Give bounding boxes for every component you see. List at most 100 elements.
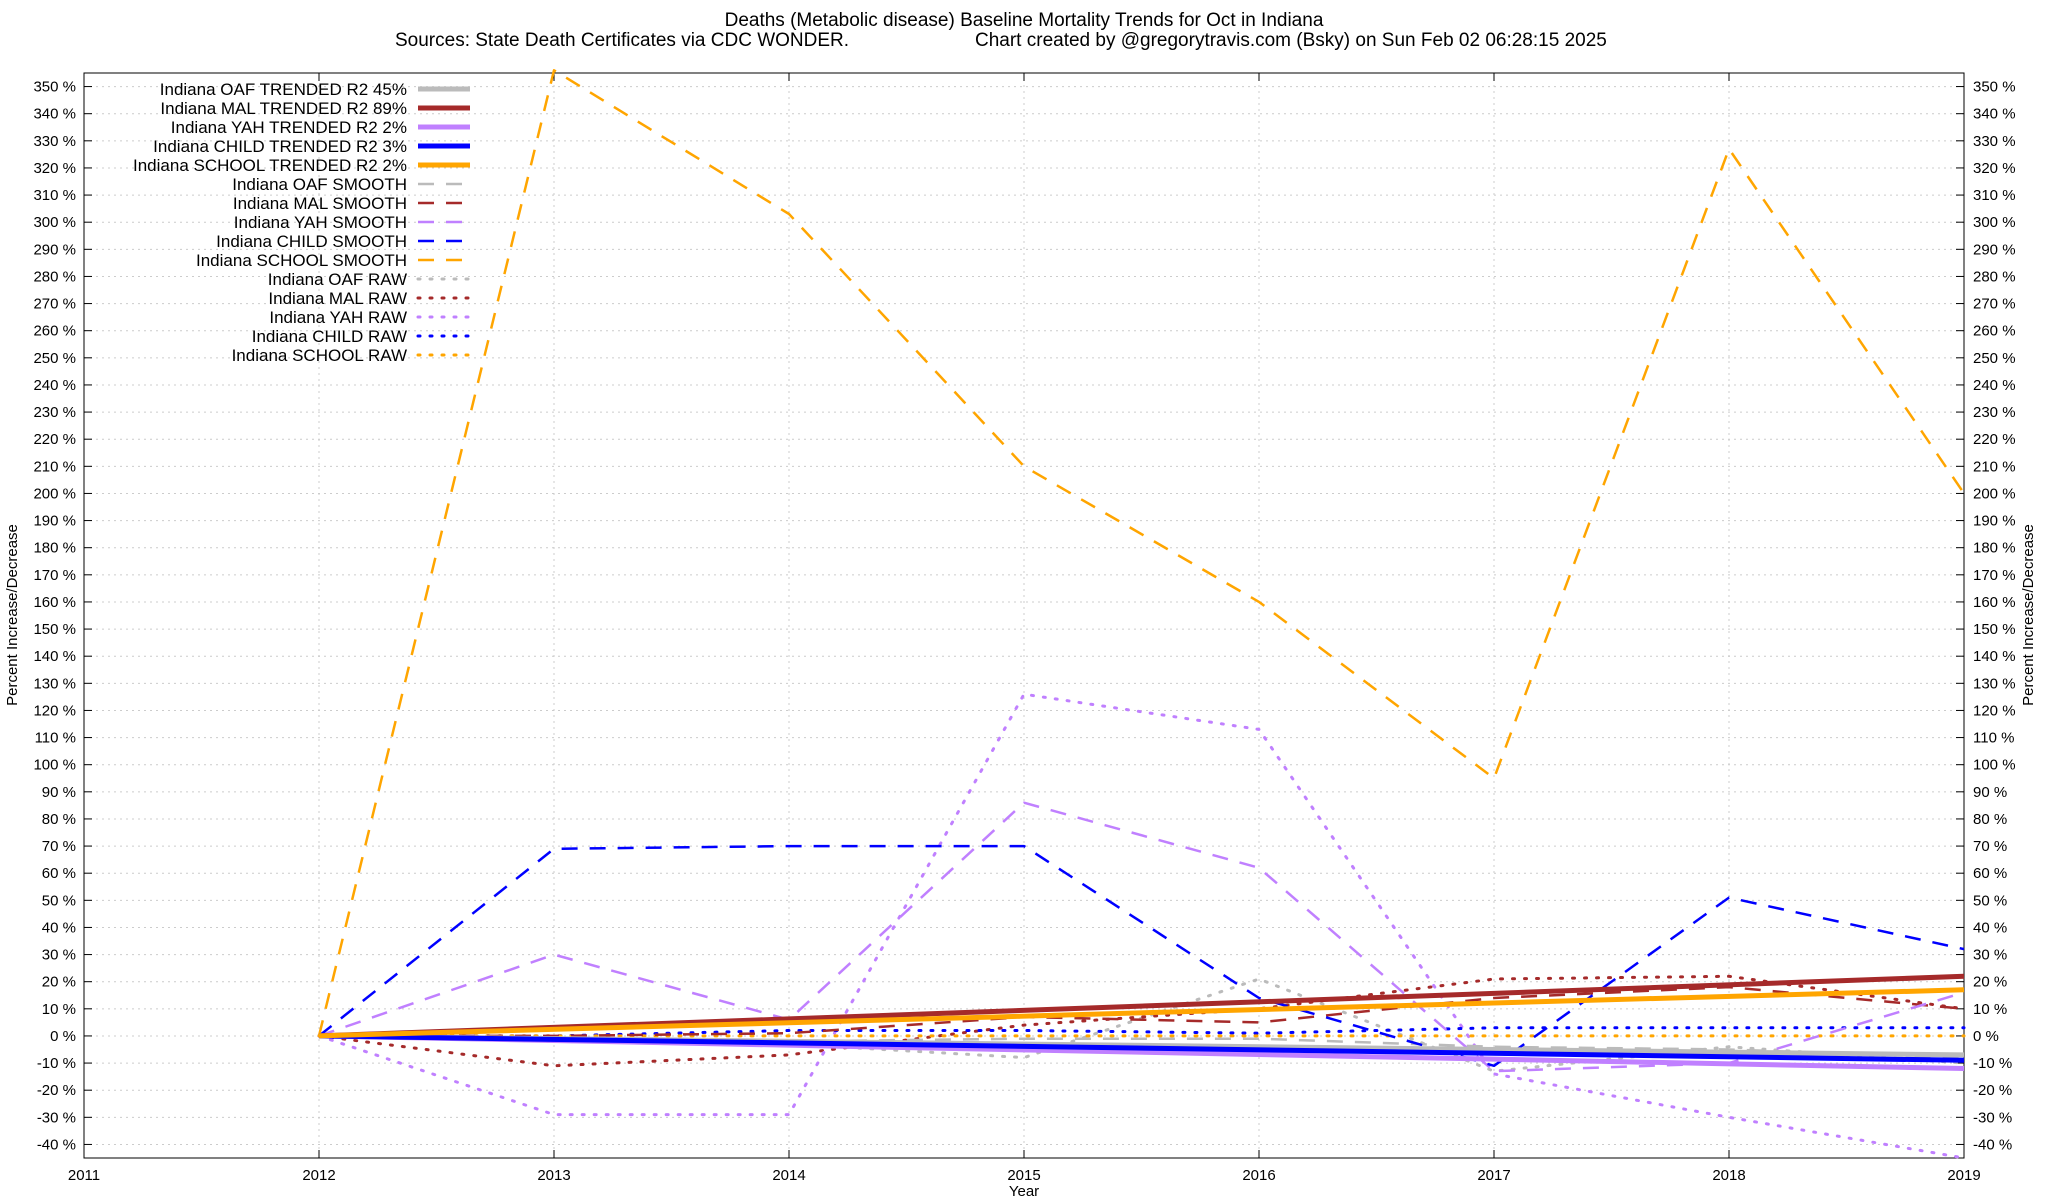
y-tick-label-left: 200 % bbox=[33, 485, 76, 502]
y-tick-label-left: 70 % bbox=[42, 838, 76, 855]
y-tick-label-right: 150 % bbox=[1973, 621, 2016, 638]
legend: Indiana OAF TRENDED R2 45%Indiana MAL TR… bbox=[133, 80, 472, 365]
y-tick-label-left: 130 % bbox=[33, 675, 76, 692]
legend-label: Indiana OAF SMOOTH bbox=[232, 175, 407, 194]
y-tick-label-right: 250 % bbox=[1973, 350, 2016, 367]
y-tick-label-left: 280 % bbox=[33, 268, 76, 285]
series-line-3 bbox=[318, 1033, 1965, 1063]
x-axis-label: Year bbox=[1009, 1183, 1039, 1200]
legend-label: Indiana YAH RAW bbox=[269, 308, 407, 327]
y-tick-label-right: 160 % bbox=[1973, 594, 2016, 611]
y-tick-label-right: 220 % bbox=[1973, 431, 2016, 448]
y-tick-label-right: 100 % bbox=[1973, 757, 2016, 774]
series-line-13 bbox=[317, 1026, 1966, 1038]
legend-label: Indiana YAH SMOOTH bbox=[234, 213, 407, 232]
series-line-7 bbox=[318, 801, 1965, 1073]
series-line-9 bbox=[317, 69, 1966, 1037]
y-tick-label-right: 70 % bbox=[1973, 838, 2007, 855]
x-tick-label: 2019 bbox=[1947, 1167, 1980, 1184]
y-tick-label-right: 80 % bbox=[1973, 811, 2007, 828]
y-tick-label-right: 290 % bbox=[1973, 241, 2016, 258]
y-tick-label-left: 60 % bbox=[42, 865, 76, 882]
legend-label: Indiana OAF RAW bbox=[268, 270, 407, 289]
y-tick-label-left: -10 % bbox=[37, 1055, 76, 1072]
legend-label: Indiana SCHOOL RAW bbox=[232, 346, 407, 365]
y-tick-label-right: 280 % bbox=[1973, 268, 2016, 285]
y-tick-label-right: 260 % bbox=[1973, 323, 2016, 340]
y-tick-label-right: 40 % bbox=[1973, 919, 2007, 936]
y-tick-label-left: 230 % bbox=[33, 404, 76, 421]
y-tick-label-left: 80 % bbox=[42, 811, 76, 828]
series-line-8 bbox=[318, 844, 1965, 1068]
x-tick-label: 2017 bbox=[1477, 1167, 1510, 1184]
y-tick-label-left: 90 % bbox=[42, 784, 76, 801]
y-tick-label-right: 30 % bbox=[1973, 947, 2007, 964]
y-tick-label-right: 90 % bbox=[1973, 784, 2007, 801]
y-axis-label-right: Percent Increase/Decrease bbox=[2020, 524, 2037, 706]
y-tick-label-right: 340 % bbox=[1973, 106, 2016, 123]
y-tick-label-right: 50 % bbox=[1973, 892, 2007, 909]
y-tick-label-left: 220 % bbox=[33, 431, 76, 448]
y-tick-label-left: 210 % bbox=[33, 458, 76, 475]
y-tick-label-right: 170 % bbox=[1973, 567, 2016, 584]
y-tick-label-right: -10 % bbox=[1973, 1055, 2012, 1072]
x-tick-label: 2011 bbox=[68, 1167, 100, 1184]
tick-layer: -40 % -40 % -30 % -30 % -20 % -20 % -10 % -10 %… bbox=[33, 73, 2016, 1184]
y-tick-label-right: -40 % bbox=[1973, 1136, 2012, 1153]
y-tick-label-left: -30 % bbox=[37, 1109, 76, 1126]
y-tick-label-left: -20 % bbox=[37, 1082, 76, 1099]
y-tick-label-right: 20 % bbox=[1973, 974, 2007, 991]
series-line-6 bbox=[319, 985, 1965, 1038]
y-tick-label-left: 240 % bbox=[33, 377, 76, 394]
y-tick-label-right: 10 % bbox=[1973, 1001, 2007, 1018]
y-tick-label-left: 170 % bbox=[33, 567, 76, 584]
y-tick-label-left: 160 % bbox=[33, 594, 76, 611]
y-tick-label-right: 120 % bbox=[1973, 702, 2016, 719]
y-tick-label-right: 110 % bbox=[1973, 730, 2014, 747]
y-tick-label-left: 310 % bbox=[33, 187, 76, 204]
y-tick-label-left: 180 % bbox=[33, 540, 76, 557]
legend-label: Indiana OAF TRENDED R2 45% bbox=[160, 80, 407, 99]
y-tick-label-left: 300 % bbox=[33, 214, 76, 231]
y-tick-label-right: 210 % bbox=[1973, 458, 2016, 475]
y-tick-label-left: 50 % bbox=[42, 892, 76, 909]
y-tick-label-left: 320 % bbox=[33, 160, 76, 177]
legend-label: Indiana SCHOOL TRENDED R2 2% bbox=[133, 156, 407, 175]
legend-label: Indiana MAL RAW bbox=[268, 289, 407, 308]
x-tick-label: 2018 bbox=[1712, 1167, 1745, 1184]
y-tick-label-left: 20 % bbox=[42, 974, 76, 991]
series-line-4 bbox=[318, 987, 1965, 1039]
y-tick-label-right: 60 % bbox=[1973, 865, 2007, 882]
y-tick-label-right: 300 % bbox=[1973, 214, 2016, 231]
y-tick-label-left: 140 % bbox=[33, 648, 76, 665]
y-tick-label-left: 190 % bbox=[33, 513, 76, 530]
series-line-12 bbox=[317, 692, 1966, 1160]
y-tick-label-left: 270 % bbox=[33, 296, 76, 313]
x-tick-label: 2013 bbox=[537, 1167, 570, 1184]
y-tick-label-right: 320 % bbox=[1973, 160, 2016, 177]
chart-title: Deaths (Metabolic disease) Baseline Mort… bbox=[725, 10, 1324, 31]
y-tick-label-left: 110 % bbox=[35, 730, 76, 747]
legend-label: Indiana YAH TRENDED R2 2% bbox=[171, 118, 407, 137]
y-tick-label-left: 120 % bbox=[33, 702, 76, 719]
chart-subtitle-right: Chart created by @gregorytravis.com (Bsk… bbox=[975, 30, 1607, 51]
y-tick-label-right: -30 % bbox=[1973, 1109, 2012, 1126]
y-tick-label-left: 350 % bbox=[33, 79, 76, 96]
y-tick-label-left: 290 % bbox=[33, 241, 76, 258]
series-line-5 bbox=[318, 1034, 1965, 1059]
y-tick-label-right: 240 % bbox=[1973, 377, 2016, 394]
y-tick-label-left: 0 % bbox=[50, 1028, 76, 1045]
y-tick-label-left: 330 % bbox=[33, 133, 76, 150]
y-tick-label-right: 0 % bbox=[1973, 1028, 1999, 1045]
series-layer bbox=[317, 69, 1966, 1160]
y-tick-label-left: 150 % bbox=[33, 621, 76, 638]
y-tick-label-right: 310 % bbox=[1973, 187, 2016, 204]
y-tick-label-left: 340 % bbox=[33, 106, 76, 123]
chart-subtitle-left: Sources: State Death Certificates via CD… bbox=[395, 30, 849, 51]
y-tick-label-right: 200 % bbox=[1973, 485, 2016, 502]
x-tick-label: 2016 bbox=[1242, 1167, 1275, 1184]
y-tick-label-right: -20 % bbox=[1973, 1082, 2012, 1099]
x-tick-label: 2014 bbox=[772, 1167, 805, 1184]
